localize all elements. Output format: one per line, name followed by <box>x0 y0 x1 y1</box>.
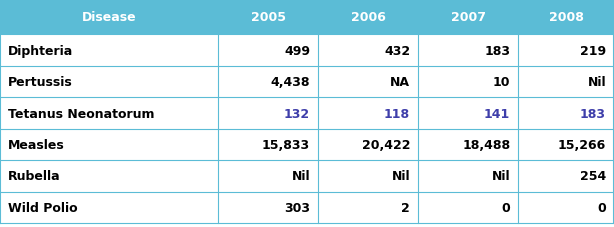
Bar <box>0 67 614 98</box>
Text: 432: 432 <box>384 44 410 57</box>
Text: Nil: Nil <box>292 170 310 183</box>
Text: Measles: Measles <box>8 138 64 151</box>
Text: 2: 2 <box>402 201 410 214</box>
Text: 254: 254 <box>580 170 606 183</box>
Text: 2008: 2008 <box>549 11 583 24</box>
Text: Wild Polio: Wild Polio <box>8 201 77 214</box>
Bar <box>0 35 614 67</box>
Text: Nil: Nil <box>588 76 606 89</box>
Text: Disease: Disease <box>82 11 136 24</box>
Text: 15,833: 15,833 <box>262 138 310 151</box>
Text: 0: 0 <box>502 201 510 214</box>
Text: 499: 499 <box>284 44 310 57</box>
Text: 0: 0 <box>597 201 606 214</box>
Text: 303: 303 <box>284 201 310 214</box>
Text: NA: NA <box>390 76 410 89</box>
Text: 10: 10 <box>492 76 510 89</box>
Text: 118: 118 <box>384 107 410 120</box>
Text: Nil: Nil <box>392 170 410 183</box>
Bar <box>0 0 614 35</box>
Text: Diphteria: Diphteria <box>8 44 73 57</box>
Text: Tetanus Neonatorum: Tetanus Neonatorum <box>8 107 155 120</box>
Text: 20,422: 20,422 <box>362 138 410 151</box>
Text: Rubella: Rubella <box>8 170 61 183</box>
Bar <box>0 160 614 192</box>
Bar <box>0 192 614 223</box>
Text: 15,266: 15,266 <box>558 138 606 151</box>
Bar <box>0 129 614 160</box>
Text: Nil: Nil <box>492 170 510 183</box>
Text: 2005: 2005 <box>251 11 286 24</box>
Text: 183: 183 <box>484 44 510 57</box>
Text: 2007: 2007 <box>451 11 486 24</box>
Text: 132: 132 <box>284 107 310 120</box>
Text: 219: 219 <box>580 44 606 57</box>
Text: 183: 183 <box>580 107 606 120</box>
Text: 2006: 2006 <box>351 11 386 24</box>
Bar <box>0 98 614 129</box>
Text: Pertussis: Pertussis <box>8 76 72 89</box>
Text: 4,438: 4,438 <box>271 76 310 89</box>
Text: 141: 141 <box>484 107 510 120</box>
Text: 18,488: 18,488 <box>462 138 510 151</box>
